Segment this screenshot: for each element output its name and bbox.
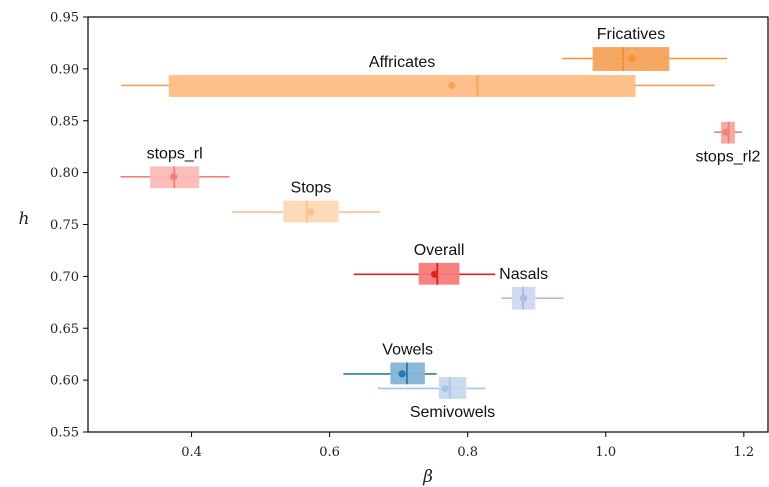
stops-label: Stops — [291, 180, 332, 197]
vowels-label: Vowels — [382, 341, 433, 358]
semivowels-box — [438, 377, 467, 399]
y-tick-label: 0.75 — [50, 218, 79, 233]
y-tick-label: 0.70 — [50, 270, 79, 285]
fricatives-label: Fricatives — [597, 26, 665, 43]
stops-rl2-label: stops_rl2 — [695, 149, 760, 166]
vowels-mean-point — [398, 370, 406, 378]
group-overall: Overall — [353, 242, 496, 285]
y-axis-ticks: 0.55 0.60 0.65 0.70 0.75 0.80 0.85 0.90 0.95 — [50, 11, 88, 441]
overall-mean-point — [430, 270, 439, 278]
x-tick-label: 0.6 — [319, 445, 340, 460]
nasals-mean-point — [520, 294, 528, 302]
y-tick-label: 0.90 — [50, 62, 79, 77]
stops-rl-label: stops_rl — [147, 145, 203, 162]
affricates-box — [168, 75, 636, 97]
group-stops-rl: stops_rl — [120, 145, 230, 189]
y-tick-label: 0.55 — [50, 426, 79, 441]
group-fricatives: Fricatives — [562, 26, 728, 71]
group-stops-rl2: stops_rl2 — [695, 121, 761, 166]
affricates-label: Affricates — [369, 54, 435, 71]
x-tick-label: 0.8 — [457, 445, 478, 460]
y-tick-label: 0.60 — [50, 374, 79, 389]
group-stops: Stops — [232, 180, 381, 223]
stops-mean-point — [307, 208, 315, 216]
chart-marks: Fricatives Affricates stops_rl2 stops_rl Sto… — [120, 26, 761, 421]
group-semivowels: Semivowels — [377, 377, 495, 421]
x-axis-ticks: 0.4 0.6 0.8 1.0 1.2 — [181, 432, 754, 460]
stops-rl2-mean-point — [722, 128, 730, 136]
x-tick-label: 0.4 — [181, 445, 202, 460]
group-vowels: Vowels — [343, 341, 437, 385]
affricates-mean-point — [448, 81, 456, 90]
y-tick-label: 0.95 — [50, 11, 79, 26]
y-axis-label: h — [19, 209, 30, 229]
x-axis-label: β — [422, 467, 433, 487]
y-tick-label: 0.65 — [50, 322, 79, 337]
overall-box — [418, 262, 460, 285]
y-tick-label: 0.80 — [50, 166, 79, 181]
group-affricates: Affricates — [121, 54, 715, 97]
x-tick-label: 1.0 — [595, 445, 616, 460]
y-tick-label: 0.85 — [50, 114, 79, 129]
overall-label: Overall — [414, 242, 465, 259]
nasals-label: Nasals — [499, 266, 548, 283]
stops-rl-mean-point — [170, 173, 178, 181]
semivowels-mean-point — [441, 384, 449, 393]
fricatives-mean-point — [628, 54, 636, 63]
group-nasals: Nasals — [499, 266, 564, 310]
x-tick-label: 1.2 — [733, 445, 754, 460]
semivowels-label: Semivowels — [410, 404, 495, 421]
